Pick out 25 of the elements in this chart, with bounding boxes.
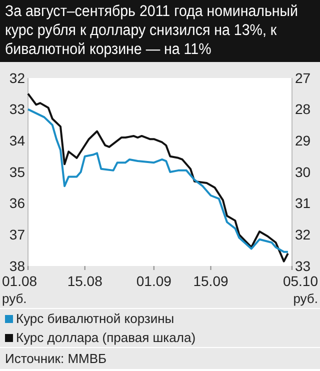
legend-label: Курс бивалютной корзины [16, 311, 174, 326]
y2-axis-title: руб. [293, 291, 318, 306]
x-tick-label: 01.08 [2, 273, 38, 289]
x-tick-label: 05.10 [282, 273, 318, 289]
y-tick-label: 37 [9, 226, 26, 243]
text: Источник: ММВБ [0, 347, 320, 369]
y-tick-label: 36 [9, 195, 26, 212]
y2-tick-label: 32 [295, 226, 311, 243]
x-tick-label: 01.09 [136, 273, 172, 289]
y-tick-label: 32 [9, 70, 26, 86]
y2-tick-label: 31 [295, 195, 311, 212]
x-tick-label: 15.09 [193, 273, 228, 289]
y-tick-label: 38 [9, 258, 26, 274]
y2-tick-label: 29 [295, 132, 311, 149]
y2-tick-label: 30 [295, 164, 311, 180]
y2-tick-label: 28 [295, 101, 311, 118]
x-tick-label: 15.08 [67, 273, 103, 289]
y-tick-label: 35 [9, 164, 26, 180]
y2-tick-label: 33 [295, 258, 311, 274]
y-tick-label: 33 [9, 101, 26, 118]
chart-title: За август–сентябрь 2011 года номинальный курс рубля к доллару снизился на 13%, к бивалютной корзине — на 11% [5, 2, 300, 59]
y-tick-label: 34 [9, 132, 26, 149]
y2-tick-label: 27 [295, 70, 311, 86]
y-axis-title: руб. [2, 291, 27, 306]
legend-label: Курс доллара (правая шкала) [16, 330, 196, 345]
